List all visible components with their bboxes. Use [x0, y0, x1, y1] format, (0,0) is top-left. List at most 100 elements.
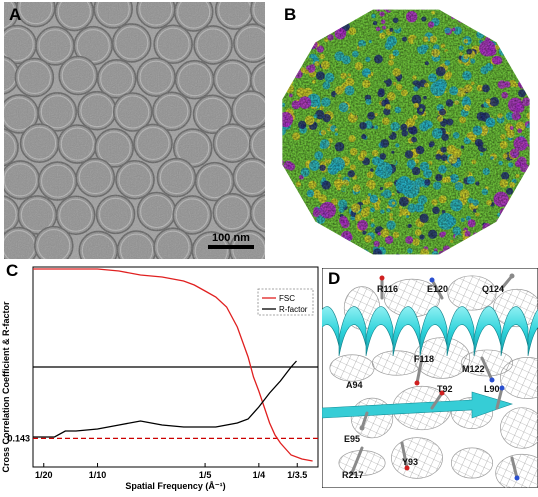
density-mesh — [447, 275, 497, 311]
capsid-protein-blob — [521, 34, 527, 40]
capsid-protein-blob — [308, 217, 313, 223]
capsid-protein-blob — [270, 175, 274, 182]
capsid-protein-blob — [300, 9, 304, 12]
capsid-protein-blob — [512, 55, 516, 60]
capsid-protein-blob — [282, 54, 287, 65]
capsid-protein-blob — [285, 245, 296, 255]
y-axis-label: Cross Correlation Coefficient & R-factor — [1, 301, 11, 473]
capsid-protein-blob — [508, 51, 517, 60]
capsid-protein-blob — [529, 87, 530, 96]
capsid-protein-blob — [517, 248, 522, 254]
capsid-protein-blob — [465, 11, 475, 21]
capsid-protein-blob — [290, 30, 299, 40]
x-tick-label: 1/3.5 — [287, 470, 307, 480]
capsid-protein-blob — [304, 254, 309, 255]
capsid-protein-blob — [510, 229, 517, 236]
atom — [414, 380, 420, 386]
capsid-protein-blob — [495, 245, 502, 253]
capsid-protein-blob — [331, 253, 339, 255]
capsid-protein-blob — [520, 197, 530, 206]
atom — [499, 385, 505, 391]
capsid-protein-blob — [306, 18, 311, 23]
capsid-protein-blob — [526, 24, 530, 29]
capsid-protein-blob — [529, 200, 530, 204]
capsid-protein-blob — [533, 136, 536, 142]
atomic-model: R116 E120 Q124 F118 M122 A94 T92 L90 E95 Y93 R217 — [322, 268, 538, 488]
capsid-protein-blob — [348, 248, 354, 255]
capsid-protein-blob — [525, 170, 530, 181]
density-mesh — [350, 397, 394, 439]
capsid-protein-blob — [470, 9, 479, 15]
capsid-protein-blob — [344, 9, 352, 13]
capsid-protein-blob — [501, 13, 512, 23]
capsid-protein-blob — [509, 19, 516, 25]
capsid-protein-blob — [270, 23, 274, 30]
capsid-protein-blob — [437, 6, 441, 10]
panel-letter-c: C — [6, 261, 19, 280]
capsid-protein-blob — [335, 18, 344, 26]
residue-label: R217 — [342, 470, 364, 480]
capsid-protein-blob — [491, 9, 501, 16]
capsid-protein-blob — [273, 156, 279, 162]
capsid-protein-blob — [381, 9, 389, 11]
atom — [359, 425, 365, 431]
capsid-protein-blob — [282, 176, 283, 186]
capsid-protein-blob — [292, 48, 302, 59]
capsid-protein-blob — [481, 231, 486, 237]
capsid-protein-blob — [523, 61, 530, 71]
capsid-protein-blob — [274, 228, 280, 234]
capsid-protein-blob — [474, 22, 479, 27]
residue-label: Q124 — [482, 284, 504, 294]
capsid-protein-blob — [304, 9, 313, 11]
capsid-protein-blob — [274, 133, 282, 141]
capsid-protein-blob — [466, 253, 474, 255]
capsid-protein-blob — [502, 32, 513, 43]
density-mesh — [450, 447, 494, 479]
capsid-protein-blob — [531, 109, 536, 114]
residue-label: Y93 — [402, 457, 418, 467]
capsid-protein-blob — [464, 247, 472, 254]
capsid-protein-blob — [276, 56, 282, 62]
capsid-protein-blob — [314, 224, 321, 232]
capsid-protein-blob — [335, 249, 345, 255]
capsid-protein-blob — [342, 20, 347, 25]
capsid-protein-blob — [523, 212, 530, 221]
capsid-protein-blob — [523, 54, 530, 61]
capsid-protein-blob — [520, 10, 529, 18]
capsid-protein-blob — [497, 234, 504, 240]
capsid-protein-blob — [407, 256, 412, 259]
capsid-protein-blob — [515, 6, 518, 9]
helix-turn — [527, 309, 538, 357]
side-chain-stick — [480, 356, 494, 382]
capsid-protein-blob — [520, 218, 527, 224]
capsid-protein-blob — [301, 209, 308, 216]
capsid-protein-blob — [507, 2, 515, 8]
capsid-protein-blob — [270, 21, 275, 30]
capsid-protein-blob — [282, 83, 285, 90]
capsid-protein-blob — [521, 233, 530, 242]
residue-label: R116 — [377, 284, 398, 294]
capsid-protein-blob — [334, 238, 339, 242]
legend-label: R-factor — [279, 305, 308, 314]
capsid-protein-blob — [520, 183, 527, 190]
capsid-protein-blob — [285, 63, 294, 72]
legend: FSC R-factor — [257, 288, 314, 316]
capsid-protein-blob — [469, 242, 475, 248]
capsid-protein-blob — [275, 149, 281, 155]
capsid-protein-blob — [509, 250, 517, 255]
capsid-protein-blob — [284, 236, 291, 243]
capsid-protein-blob — [365, 254, 368, 257]
side-chain-stick — [510, 456, 519, 480]
capsid-protein-blob — [494, 10, 500, 16]
capsid-protein-blob — [456, 12, 462, 19]
capsid-protein-blob — [331, 2, 334, 5]
density-mesh — [500, 407, 538, 449]
residue-label: F118 — [414, 354, 434, 364]
capsid-protein-blob — [393, 253, 402, 255]
capsid-protein-blob — [512, 223, 522, 233]
side-chain-stick — [430, 278, 444, 300]
density-mesh — [495, 453, 538, 488]
beta-strand-ribbon — [322, 391, 513, 419]
capsid-protein-blob — [282, 200, 284, 206]
atom — [514, 475, 520, 481]
